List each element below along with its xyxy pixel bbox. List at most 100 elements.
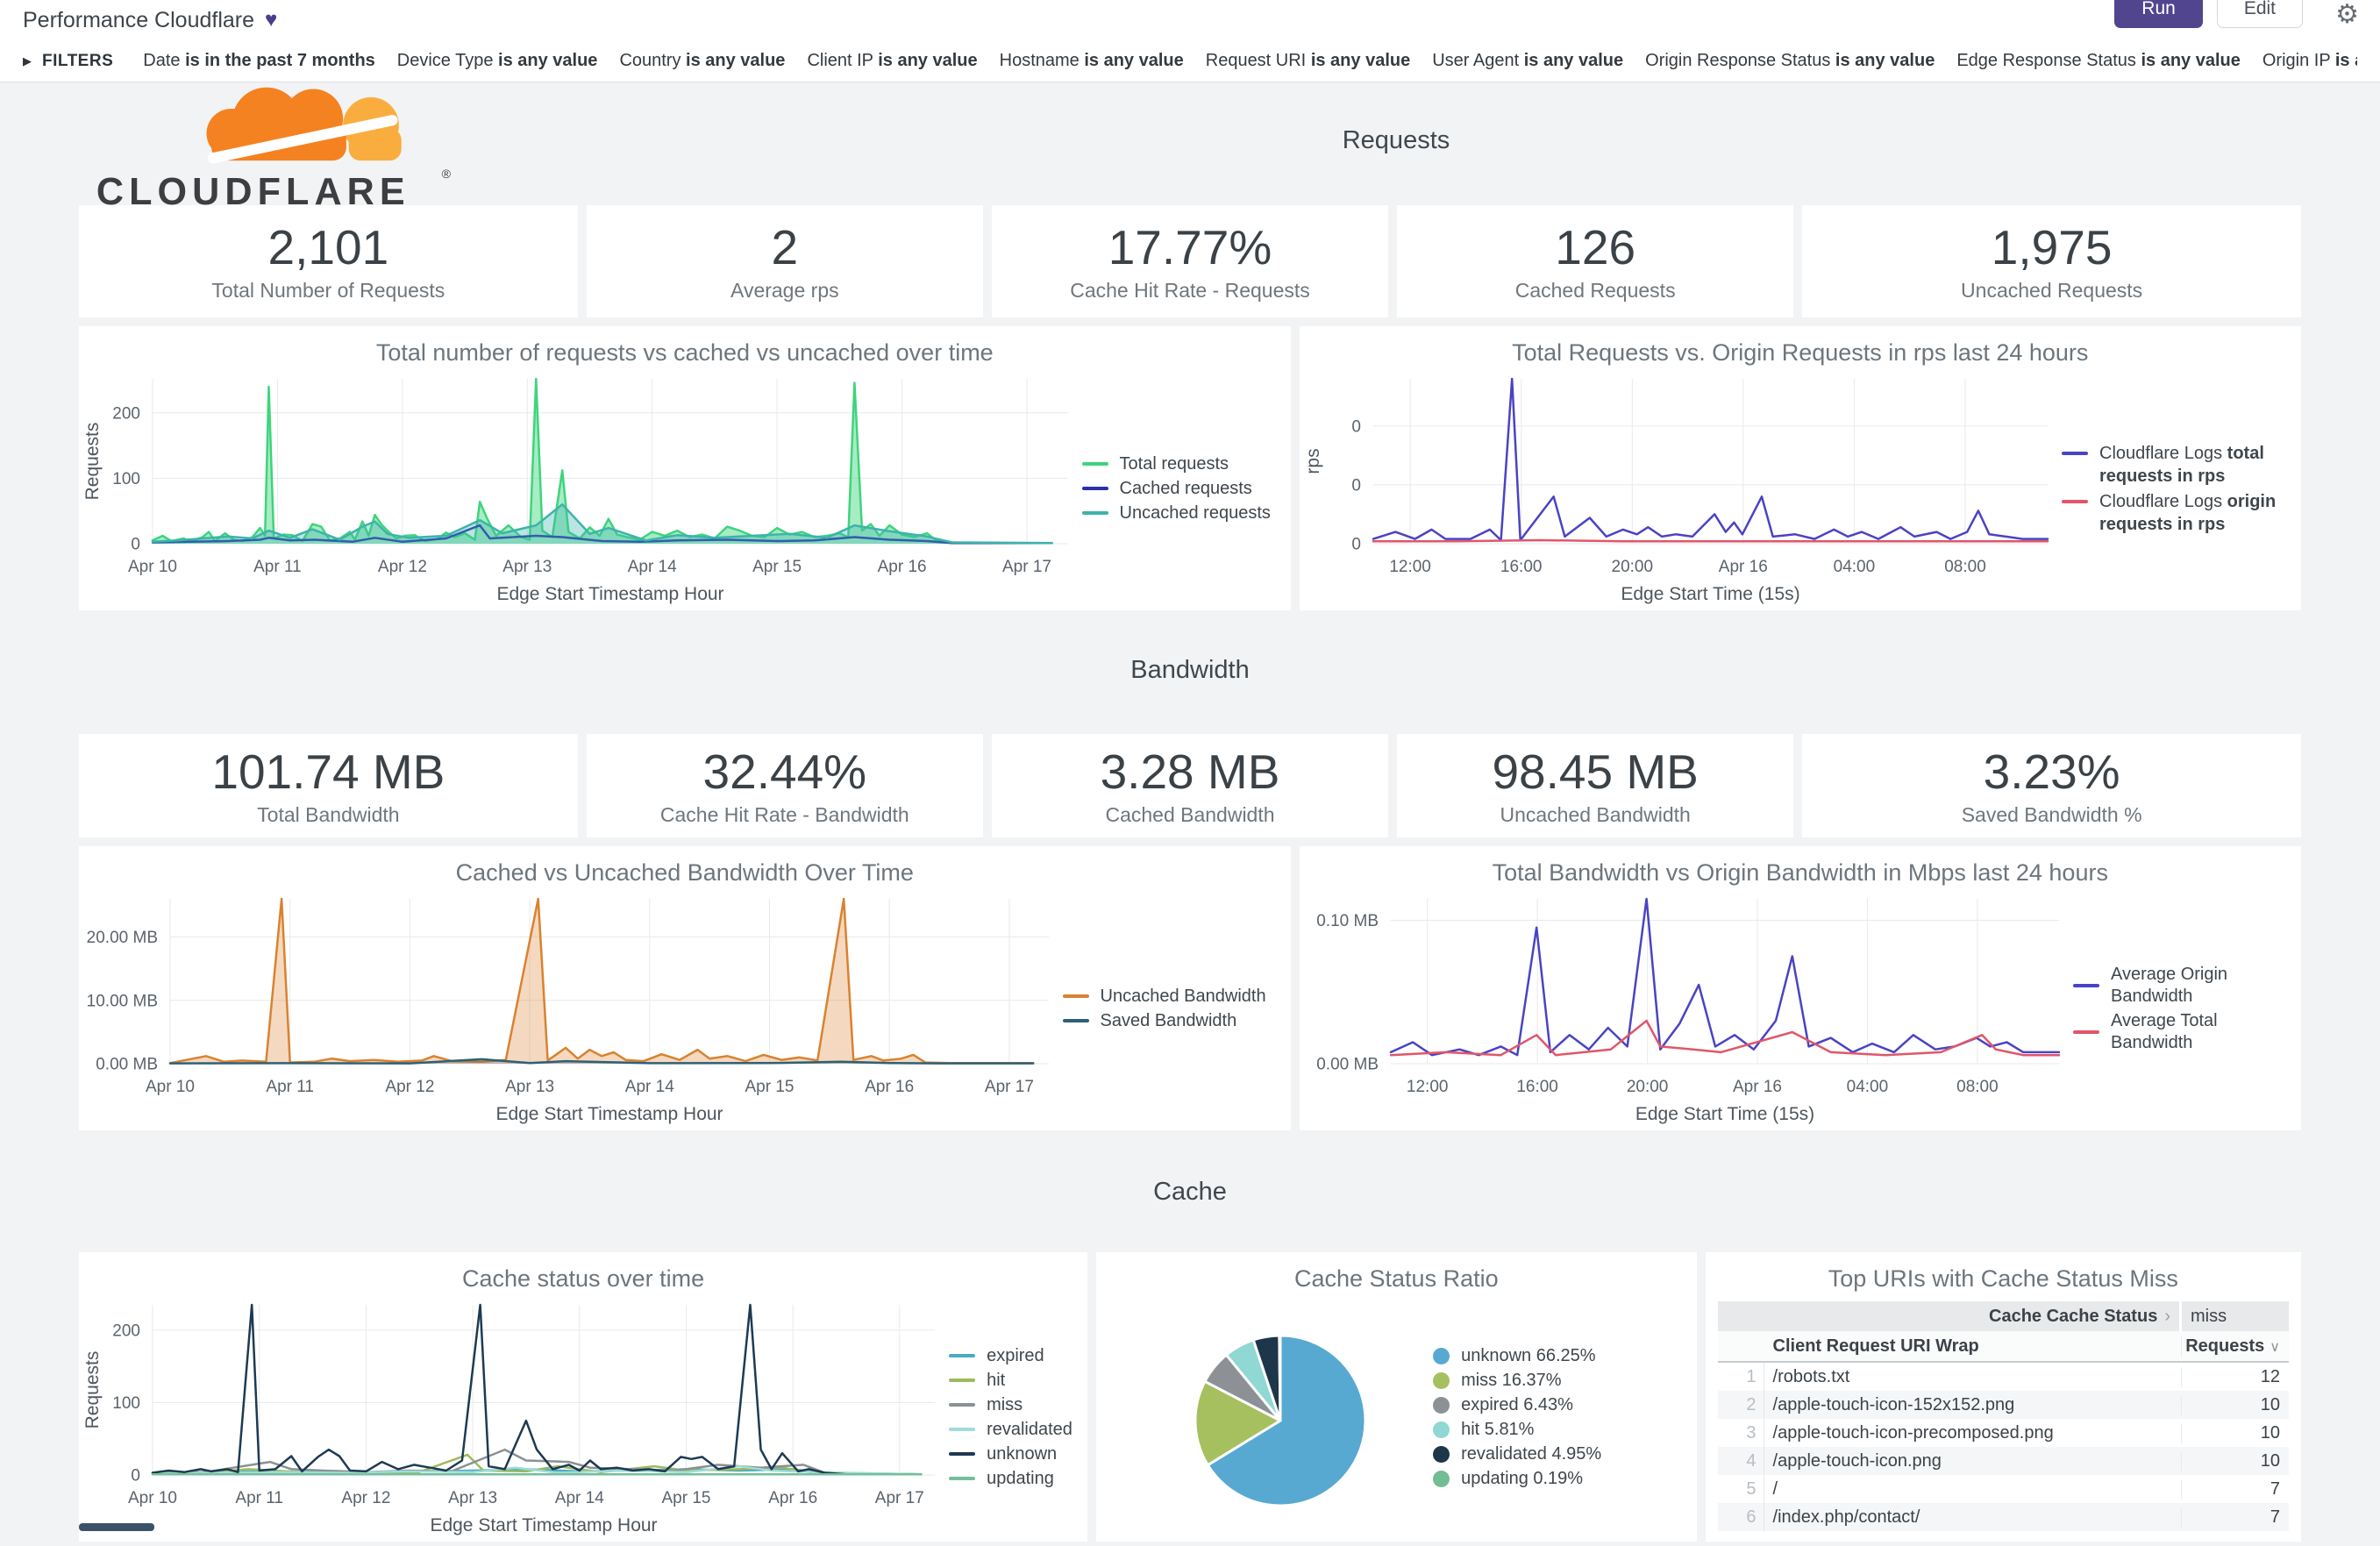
filters-items: Date is in the past 7 months Device Type … [143, 51, 2357, 71]
table-row[interactable]: 6/index.php/contact/7 [1717, 1503, 2289, 1531]
legend-item-average-origin-bandwidth[interactable]: Average Origin Bandwidth [2073, 964, 2294, 1008]
svg-text:10.00 MB: 10.00 MB [87, 992, 158, 1010]
legend-item-cached-requests[interactable]: Cached requests [1081, 478, 1284, 500]
legend-label: Cached requests [1119, 478, 1252, 498]
table-row[interactable]: 3/apple-touch-icon-precomposed.png 10 [1717, 1419, 2289, 1447]
filter-origin-ip[interactable]: Origin IP is any value [2262, 51, 2357, 71]
row-uri: /robots.txt [1772, 1366, 1850, 1386]
chart-title: Cache Status Ratio [1293, 1265, 1499, 1292]
filter-origin-response-status[interactable]: Origin Response Status is any value [1645, 51, 1935, 70]
legend-item-saved-bandwidth[interactable]: Saved Bandwidth [1062, 1010, 1284, 1032]
kpi-total-number-of-requests: 2,101 Total Number of Requests [79, 205, 578, 317]
pie-legend-item-unknown[interactable]: unknown 66.25% [1433, 1344, 1601, 1368]
legend-item-total-requests[interactable]: Total requests [1081, 453, 1284, 475]
legend-item-total-requests-in-rps[interactable]: Cloudflare Logs total requests in rps [2062, 442, 2294, 488]
horizontal-scrollbar-thumb[interactable] [79, 1523, 154, 1531]
svg-text:Apr 11: Apr 11 [235, 1489, 283, 1507]
panel-bandwidth-timeseries: Cached vs Uncached Bandwidth Over Time A… [79, 846, 1291, 1130]
kpi-value: 98.45 MB [1492, 744, 1699, 799]
uri-column-header[interactable]: Client Request URI Wrap [1772, 1336, 1979, 1356]
pie-legend-item-revalidated[interactable]: revalidated 4.95% [1433, 1443, 1601, 1466]
svg-text:Apr 14: Apr 14 [628, 558, 677, 576]
row-uri: /apple-touch-icon.png [1772, 1450, 1942, 1471]
kpi-row-requests: 2,101 Total Number of Requests 2 Average rp… [79, 205, 2301, 317]
legend-item-uncached-requests[interactable]: Uncached requests [1081, 502, 1284, 524]
bandwidth-over-time-legend: Uncached Bandwidth Saved Bandwidth [1062, 887, 1291, 1130]
run-button[interactable]: Run [2114, 0, 2203, 28]
kpi-label: Total Bandwidth [257, 803, 400, 827]
table-row[interactable]: 4/apple-touch-icon.png 10 [1717, 1447, 2289, 1475]
filter-date[interactable]: Date is in the past 7 months [143, 51, 375, 70]
legend-label: Cloudflare Logs origin requests in rps [2099, 491, 2277, 534]
kpi-cache-hit-rate-requests: 17.77% Cache Hit Rate - Requests [991, 205, 1389, 317]
row-index: 1 [1718, 1363, 1764, 1391]
svg-text:20:00: 20:00 [1626, 1078, 1668, 1096]
pie-legend-dot [1433, 1347, 1450, 1364]
legend-item-miss[interactable]: miss [949, 1394, 1080, 1416]
legend-item-uncached-bandwidth[interactable]: Uncached Bandwidth [1062, 986, 1284, 1008]
filters-expand-icon: ▶ [23, 53, 32, 68]
filter-client-ip[interactable]: Client IP is any value [807, 51, 978, 70]
gear-icon[interactable]: ⚙ [2335, 0, 2359, 29]
table-row[interactable]: 1/robots.txt 12 [1717, 1363, 2289, 1391]
filter-user-agent[interactable]: User Agent is any value [1432, 51, 1624, 70]
kpi-cache-hit-rate-bandwidth: 32.44% Cache Hit Rate - Bandwidth [586, 734, 983, 837]
table-header-row: Client Request URI Wrap Requests ∨ [1717, 1331, 2289, 1363]
legend-label: unknown [987, 1443, 1058, 1464]
filter-hostname[interactable]: Hostname is any value [999, 51, 1184, 70]
kpi-value: 32.44% [702, 744, 867, 799]
filter-country[interactable]: Country is any value [619, 51, 786, 70]
legend-item-unknown[interactable]: unknown [949, 1443, 1080, 1465]
svg-text:Apr 13: Apr 13 [502, 558, 552, 576]
legend-item-updating[interactable]: updating [949, 1468, 1080, 1490]
row-index: 2 [1718, 1391, 1764, 1419]
legend-item-average-total-bandwidth[interactable]: Average Total Bandwidth [2073, 1010, 2294, 1054]
legend-swatch [2062, 499, 2088, 503]
kpi-value: 3.23% [1983, 744, 2120, 799]
filters-toggle[interactable]: ▶ FILTERS [23, 52, 113, 71]
kpi-value: 17.77% [1108, 219, 1272, 274]
kpi-total-bandwidth: 101.74 MB Total Bandwidth [79, 734, 578, 837]
table-row[interactable]: 5 / 7 [1717, 1475, 2289, 1503]
svg-text:0: 0 [131, 536, 140, 554]
pivot-header[interactable]: Cache Cache Status › [1717, 1301, 2179, 1331]
svg-text:Apr 10: Apr 10 [128, 1489, 177, 1507]
pie-legend-item-expired[interactable]: expired 6.43% [1433, 1393, 1601, 1417]
filter-request-uri[interactable]: Request URI is any value [1205, 51, 1411, 70]
cloudflare-logo: CLOUDFLARE ® [96, 87, 452, 213]
row-uri: /index.php/contact/ [1772, 1507, 1920, 1527]
requests-column-header[interactable]: Requests ∨ [2180, 1336, 2289, 1357]
row-requests: 7 [2180, 1478, 2289, 1500]
pie-legend-item-updating[interactable]: updating 0.19% [1433, 1467, 1601, 1491]
svg-text:Apr 16: Apr 16 [1733, 1078, 1782, 1096]
filter-device-type[interactable]: Device Type is any value [396, 51, 598, 70]
bandwidth-24h-legend: Average Origin Bandwidth Average Total Ba… [2073, 887, 2301, 1130]
filter-edge-response-status[interactable]: Edge Response Status is any value [1956, 51, 2241, 70]
legend-label: expired [987, 1345, 1044, 1365]
svg-text:100: 100 [112, 470, 140, 488]
pie-legend-dot [1433, 1470, 1450, 1487]
pie-legend-dot [1433, 1396, 1450, 1414]
pie-legend-item-miss[interactable]: miss 16.37% [1433, 1369, 1601, 1393]
panel-cache-status-over-time: Cache status over time Apr 10 Apr 11 Apr 1… [79, 1252, 1088, 1542]
section-title-bandwidth: Bandwidth [1130, 656, 1250, 684]
table-row[interactable]: 2/apple-touch-icon-152x152.png 10 [1717, 1391, 2289, 1419]
kpi-label: Uncached Bandwidth [1500, 803, 1691, 827]
row-uri: / [1772, 1478, 1778, 1499]
filter-value: is any value [1310, 51, 1411, 70]
kpi-label: Total Number of Requests [211, 279, 445, 303]
legend-item-expired[interactable]: expired [949, 1345, 1080, 1367]
pie-legend-item-hit[interactable]: hit 5.81% [1433, 1418, 1601, 1442]
legend-label: revalidated [987, 1419, 1072, 1439]
legend-item-origin-requests-in-rps[interactable]: Cloudflare Logs origin requests in rps [2062, 490, 2294, 536]
panel-requests-rps: Total Requests vs. Origin Requests in rp… [1299, 326, 2301, 610]
svg-text:200: 200 [112, 1322, 140, 1341]
legend-item-revalidated[interactable]: revalidated [949, 1419, 1080, 1441]
svg-text:Apr 15: Apr 15 [662, 1489, 711, 1507]
svg-text:08:00: 08:00 [1956, 1078, 1999, 1096]
legend-swatch [2062, 451, 2088, 455]
filter-value: is any value [2141, 51, 2241, 70]
edit-button[interactable]: Edit [2216, 0, 2303, 28]
legend-item-hit[interactable]: hit [949, 1370, 1080, 1392]
filter-value: is any value [1835, 51, 1935, 70]
